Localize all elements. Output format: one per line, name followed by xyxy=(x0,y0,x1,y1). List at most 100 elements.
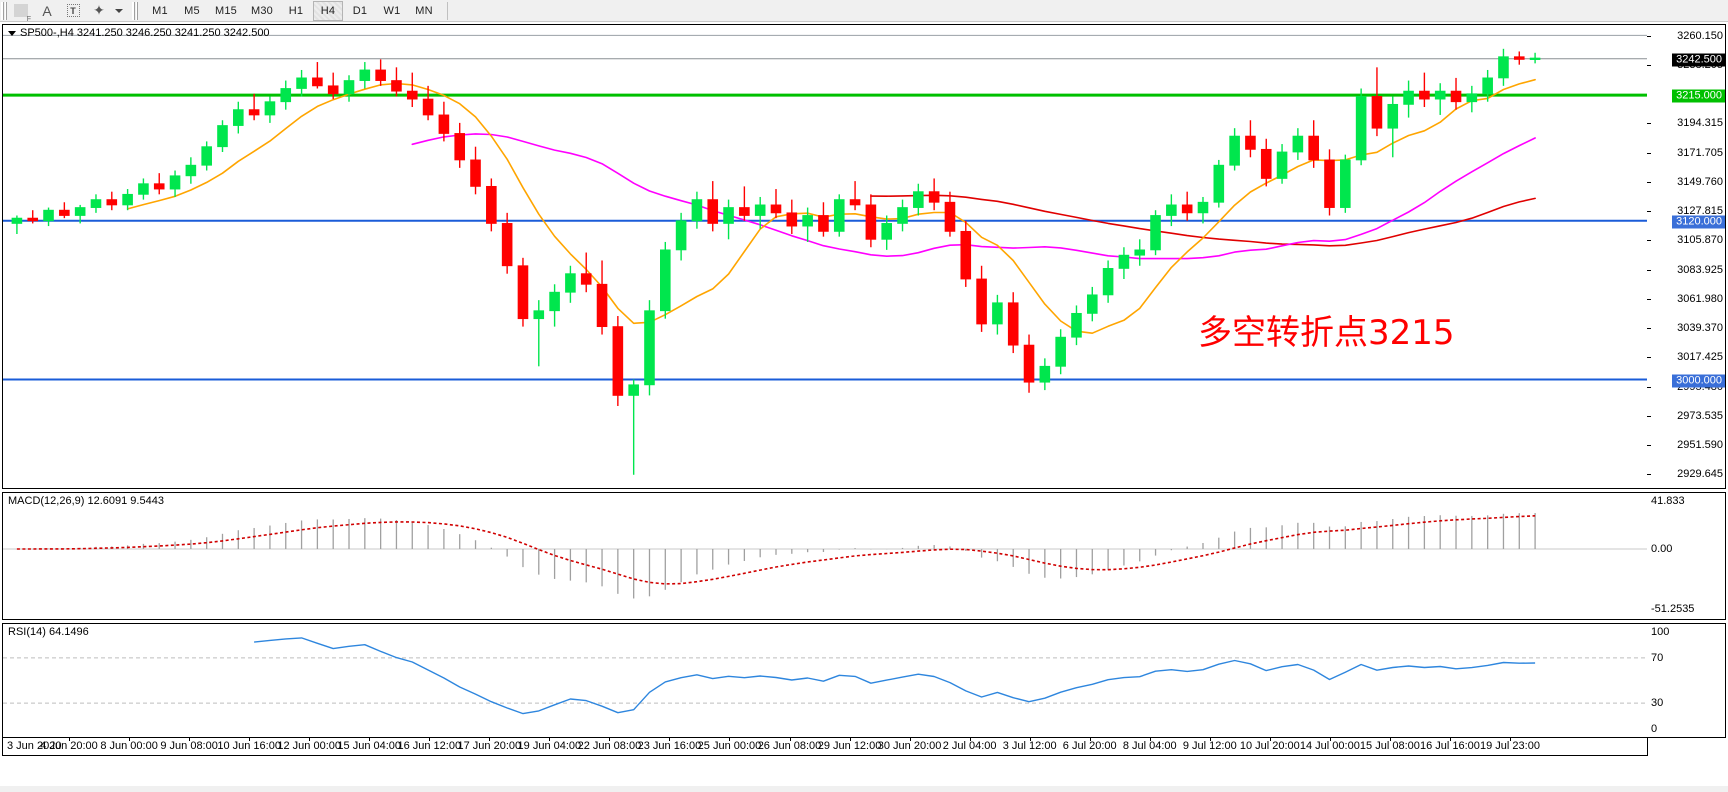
price-plot-area[interactable] xyxy=(3,25,1725,488)
crosshair-grid-icon[interactable] xyxy=(8,1,34,23)
timeframe-m1[interactable]: M1 xyxy=(152,4,168,17)
level-price-label: 3000.000 xyxy=(1672,374,1725,388)
toolbar-grip-1[interactable] xyxy=(1,1,8,20)
price-tick-mark xyxy=(1647,182,1651,184)
time-tick-mark xyxy=(609,738,611,741)
time-tick-mark xyxy=(429,738,431,741)
price-tick-mark xyxy=(1647,269,1651,271)
time-axis[interactable]: 3 Jun 2020 4 Jun 20:00 8 Jun 00:00 9 Jun 08… xyxy=(2,738,1648,756)
level-price-label: 3120.000 xyxy=(1672,215,1725,229)
time-tick-mark xyxy=(969,738,971,741)
time-tick: 3 Jun 2020 xyxy=(7,740,62,752)
time-tick: 8 Jul 04:00 xyxy=(1122,740,1177,752)
timeframe-d1[interactable]: D1 xyxy=(352,4,368,17)
time-tick-mark xyxy=(1209,738,1211,741)
time-tick: 3 Jul 12:00 xyxy=(1002,740,1057,752)
time-axis-corner xyxy=(1648,738,1728,756)
time-tick: 17 Jun 20:00 xyxy=(457,740,522,752)
price-tick-mark xyxy=(1647,386,1651,388)
time-tick-mark xyxy=(69,738,71,741)
timeframe-h4[interactable]: H4 xyxy=(313,0,343,21)
time-tick: 10 Jun 16:00 xyxy=(217,740,281,752)
macd-tick: 0.00 xyxy=(1651,543,1673,555)
price-pane[interactable]: SP500-,H4 3241.250 3246.250 3241.250 324… xyxy=(2,24,1726,489)
time-tick: 19 Jul 23:00 xyxy=(1480,740,1540,752)
time-tick-mark xyxy=(1269,738,1271,741)
price-tick: 3171.705 xyxy=(1677,147,1723,160)
price-tick: 3105.870 xyxy=(1677,234,1723,247)
price-tick-mark xyxy=(1647,444,1651,446)
time-tick: 10 Jul 20:00 xyxy=(1239,740,1300,752)
time-tick: 2 Jul 04:00 xyxy=(942,740,997,752)
time-tick-mark xyxy=(489,738,491,741)
symbol-header-text: SP500-,H4 3241.250 3246.250 3241.250 324… xyxy=(20,27,270,39)
time-tick-mark xyxy=(669,738,671,741)
time-tick-mark xyxy=(129,738,131,741)
time-tick: 25 Jun 00:00 xyxy=(697,740,762,752)
rsi-tick: 70 xyxy=(1651,651,1664,664)
symbol-header: SP500-,H4 3241.250 3246.250 3241.250 324… xyxy=(8,27,270,39)
price-tick: 3127.815 xyxy=(1677,205,1723,218)
toolbar-grip-2[interactable] xyxy=(132,1,139,20)
time-tick-mark xyxy=(1389,738,1391,741)
time-tick: 15 Jun 04:00 xyxy=(337,740,402,752)
time-tick-mark xyxy=(1149,738,1151,741)
dropdown-caret-icon[interactable] xyxy=(112,1,126,21)
time-tick-mark xyxy=(309,738,311,741)
price-tick-mark xyxy=(1647,240,1651,242)
price-tick: 2929.645 xyxy=(1677,467,1723,480)
toolbar: A T ✦ M1 M5 M15 M30 H1 H4 D1 W1 MN xyxy=(0,0,1728,23)
timeframe-group: M1 M5 M15 M30 H1 H4 D1 W1 MN xyxy=(145,0,439,21)
drawing-tools-icon[interactable]: ✦ xyxy=(93,2,105,18)
rsi-tick: 0 xyxy=(1651,723,1658,735)
time-tick: 30 Jun 20:00 xyxy=(877,740,942,752)
price-tick: 3061.980 xyxy=(1677,292,1723,305)
price-tick: 2973.535 xyxy=(1677,409,1723,422)
timeframe-mn[interactable]: MN xyxy=(415,4,433,17)
price-tick-mark xyxy=(1647,211,1651,213)
timeframe-m30[interactable]: M30 xyxy=(251,4,273,17)
rsi-tick: 100 xyxy=(1651,626,1670,638)
price-tick: 2951.590 xyxy=(1677,438,1723,451)
price-tick-mark xyxy=(1647,328,1651,330)
time-tick-mark xyxy=(1029,738,1031,741)
time-tick-mark xyxy=(189,738,191,741)
timeframe-w1[interactable]: W1 xyxy=(383,4,401,17)
rsi-tick: 30 xyxy=(1651,697,1664,710)
timeframe-m15[interactable]: M15 xyxy=(215,4,237,17)
price-tick-mark xyxy=(1647,65,1651,67)
price-tick: 3149.760 xyxy=(1677,176,1723,189)
timeframe-m5[interactable]: M5 xyxy=(184,4,200,17)
price-axis[interactable]: 3260.1503238.2053194.3153171.7053149.760… xyxy=(1647,25,1725,488)
macd-pane[interactable]: MACD(12,26,9) 12.6091 9.5443 41.833 0.00 -… xyxy=(2,492,1726,620)
price-tick-mark xyxy=(1647,36,1651,38)
text-label-icon[interactable]: A xyxy=(42,2,52,19)
price-tick: 3083.925 xyxy=(1677,263,1723,276)
toolbar-divider xyxy=(447,1,448,20)
macd-plot-area[interactable] xyxy=(3,493,1725,619)
price-tick: 3039.370 xyxy=(1677,322,1723,335)
price-tick-mark xyxy=(1647,357,1651,359)
time-tick: 14 Jul 00:00 xyxy=(1299,740,1360,752)
rsi-pane[interactable]: RSI(14) 64.1496 100 70 30 0 xyxy=(2,623,1726,738)
time-tick-mark xyxy=(369,738,371,741)
price-tick-mark xyxy=(1647,415,1651,417)
time-tick: 4 Jun 20:00 xyxy=(40,740,98,752)
rsi-axis[interactable]: 100 70 30 0 xyxy=(1647,624,1725,737)
symbol-dropdown-caret-icon[interactable] xyxy=(8,30,16,36)
text-box-icon[interactable]: T xyxy=(60,1,86,21)
rsi-label: RSI(14) 64.1496 xyxy=(8,626,89,638)
time-tick: 19 Jun 04:00 xyxy=(517,740,582,752)
timeframe-h1[interactable]: H1 xyxy=(288,4,304,17)
macd-axis[interactable]: 41.833 0.00 -51.2535 xyxy=(1647,493,1725,619)
time-tick-mark xyxy=(909,738,911,741)
rsi-plot-area[interactable] xyxy=(3,624,1725,737)
time-tick-mark xyxy=(789,738,791,741)
time-tick-mark xyxy=(249,738,251,741)
time-tick: 29 Jun 12:00 xyxy=(817,740,882,752)
status-bar xyxy=(0,786,1728,792)
time-tick-mark xyxy=(1449,738,1451,741)
time-tick-mark xyxy=(1329,738,1331,741)
price-tick-mark xyxy=(1647,298,1651,300)
rsi-chart-svg xyxy=(3,637,1649,715)
